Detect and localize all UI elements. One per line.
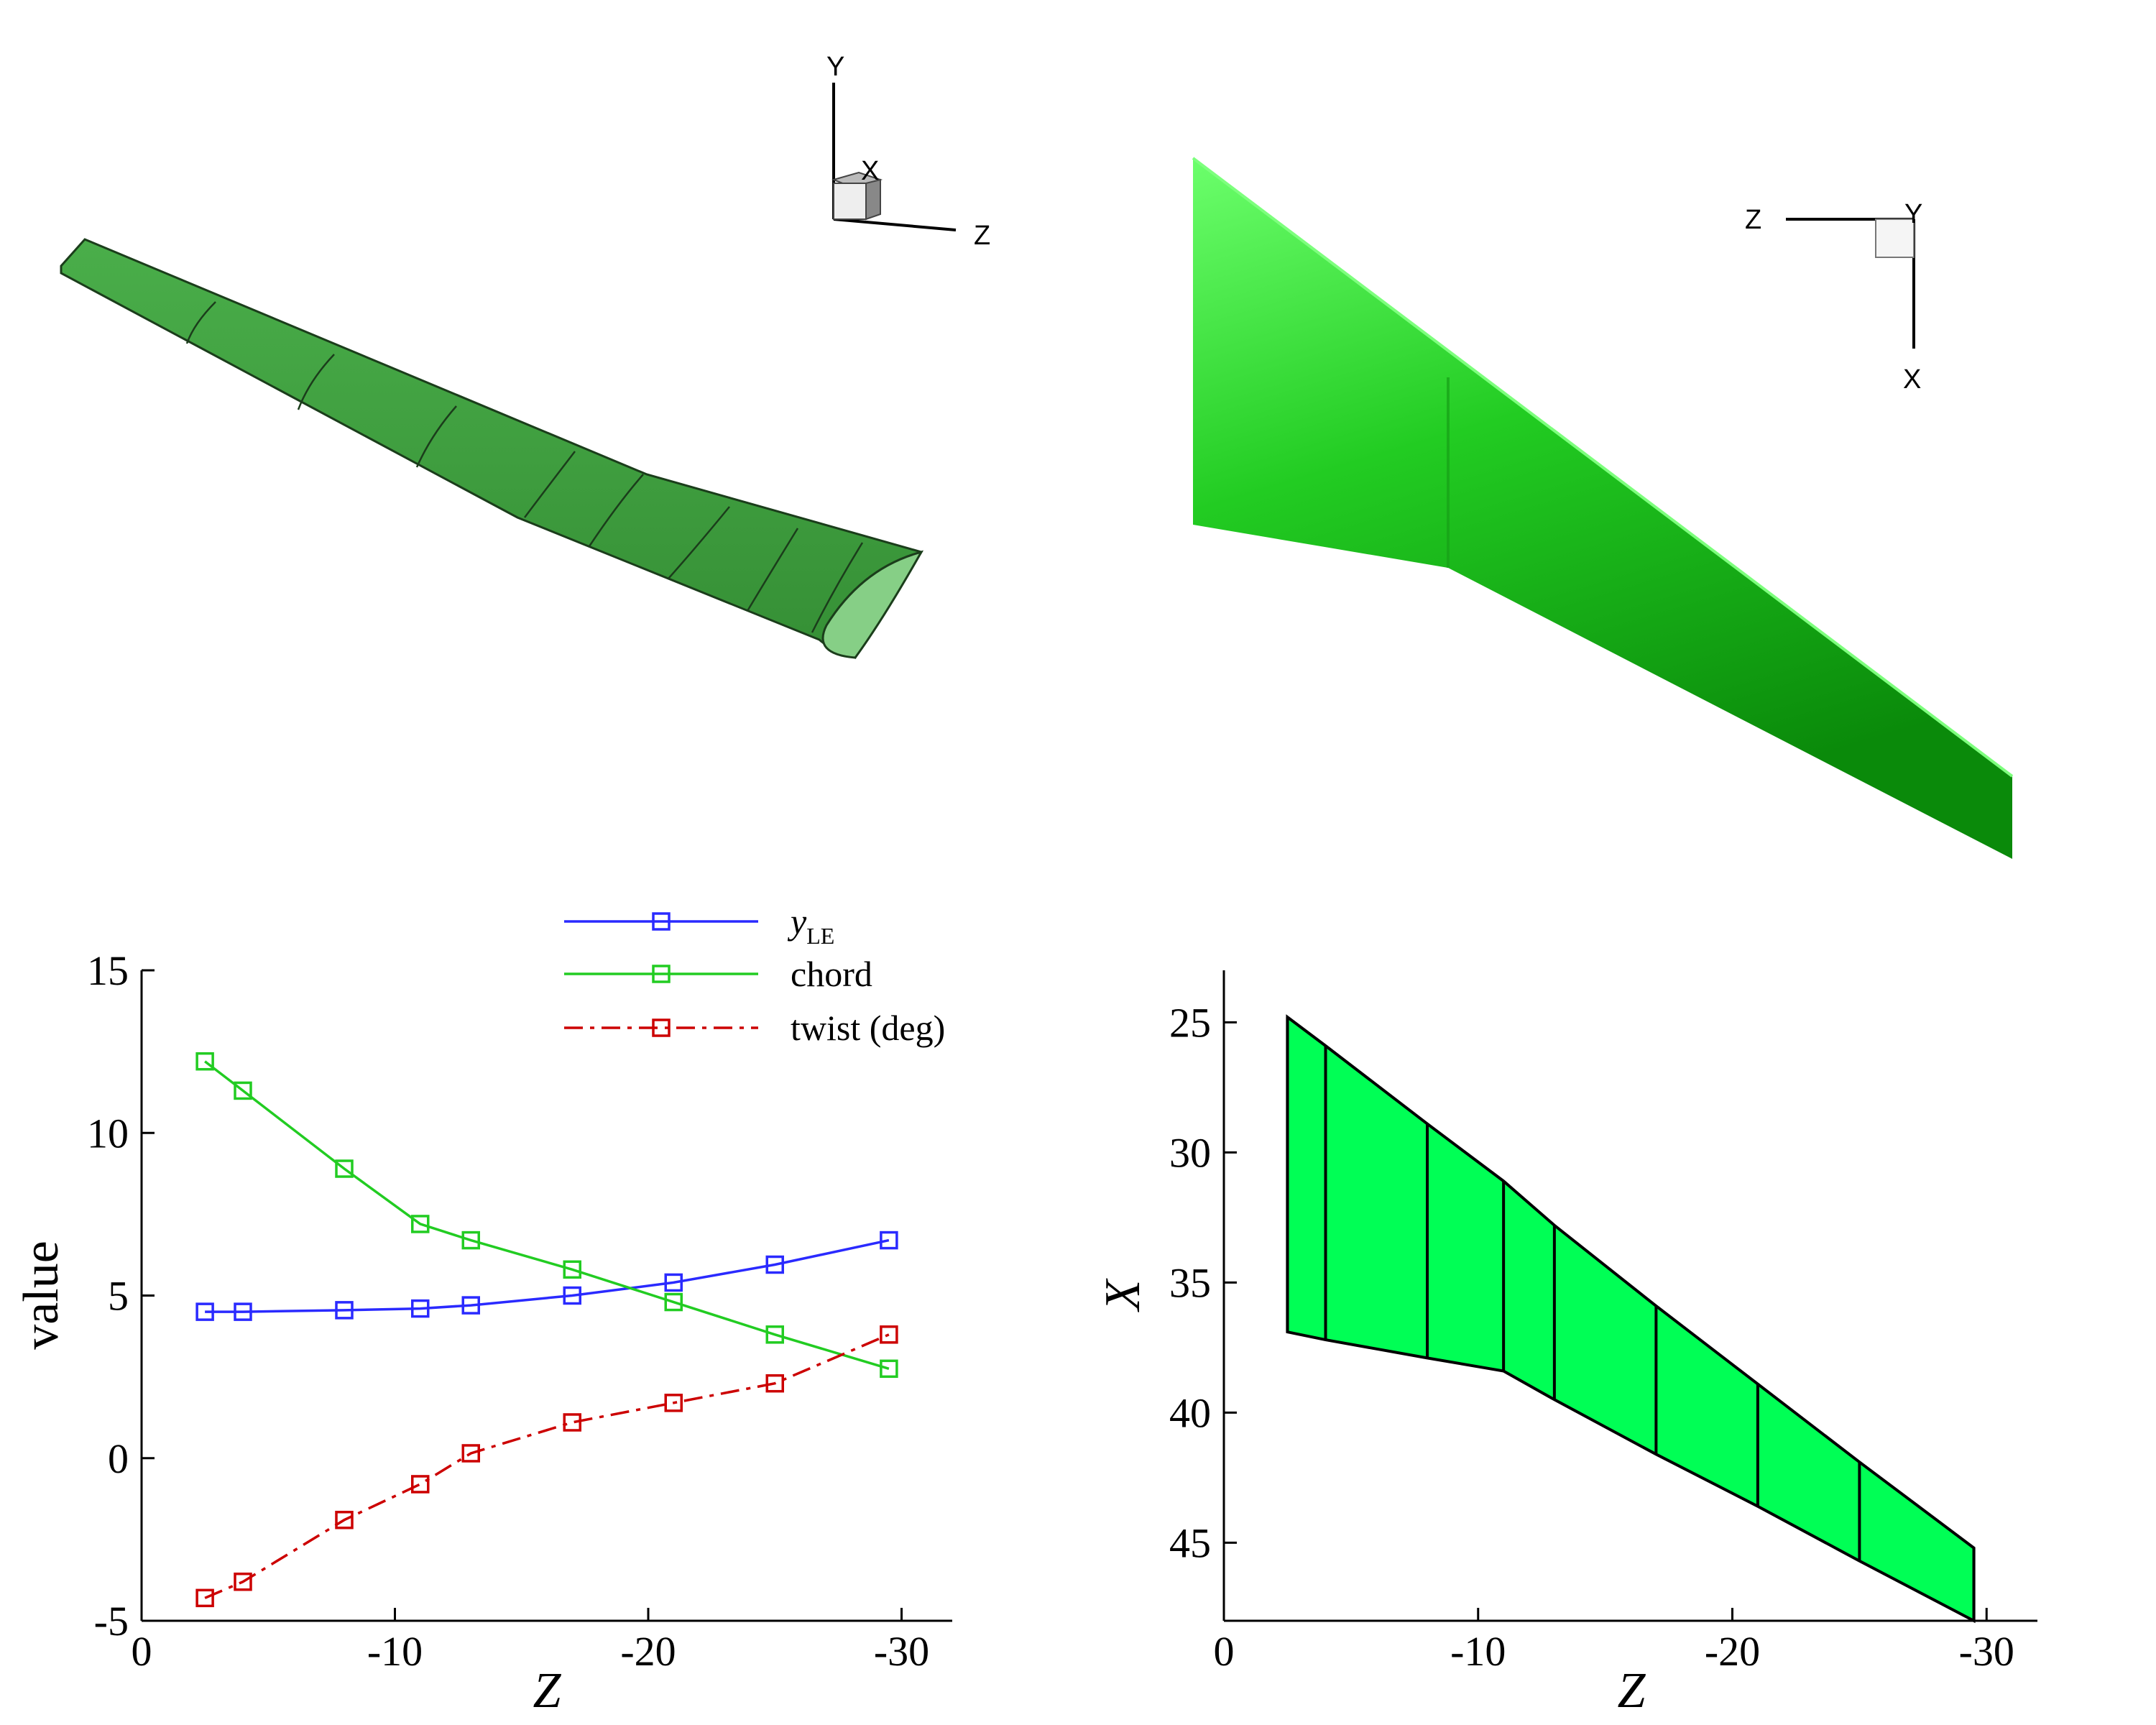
y-tick-label: 5: [108, 1273, 129, 1320]
data-point: [234, 1572, 252, 1591]
data-point: [880, 1325, 898, 1344]
y-tick-label: 35: [1169, 1259, 1211, 1306]
series-line-0: [205, 1238, 890, 1313]
x-tick-label: -20: [620, 1628, 676, 1675]
triad-x-label: X: [1903, 364, 1921, 395]
legend-label: twist (deg): [791, 1008, 945, 1048]
x-tick-label: -10: [1450, 1628, 1506, 1675]
y-tick-label: 30: [1169, 1129, 1211, 1176]
data-point: [664, 1394, 683, 1412]
data-point: [411, 1475, 430, 1494]
data-point: [461, 1230, 480, 1250]
triad-y-label: Y: [826, 52, 844, 82]
data-point: [195, 1588, 214, 1608]
data-point: [461, 1444, 480, 1463]
legend-label-main: y: [787, 901, 807, 942]
data-point: [234, 1302, 252, 1321]
x-tick-label: -20: [1705, 1628, 1760, 1675]
axes-frame: [1222, 970, 2037, 1622]
legend: yLE chord twist (deg): [564, 901, 945, 1048]
legend-marker: [652, 912, 671, 931]
y-tick-label: 0: [108, 1435, 129, 1482]
data-point: [765, 1255, 784, 1274]
x-tick-label: 0: [1214, 1628, 1235, 1675]
data-point: [563, 1413, 581, 1432]
blade-section-lines: [185, 301, 864, 633]
data-point: [765, 1325, 784, 1344]
triad-x-label: X: [861, 156, 879, 186]
y-tick-label: 10: [87, 1110, 129, 1156]
perspective-triad: Y X Z: [826, 52, 990, 251]
planform-chart: 0 -10 -20 -30 25 30 35 40 45 Z X: [1095, 970, 2037, 1719]
x-tick-label: -30: [874, 1628, 929, 1675]
legend-label: chord: [791, 954, 872, 994]
data-point: [411, 1215, 430, 1233]
data-point: [664, 1273, 683, 1292]
data-point: [461, 1296, 480, 1315]
x-tick-label: -30: [1959, 1628, 2014, 1675]
y-tick-label: 25: [1169, 999, 1211, 1046]
data-point: [880, 1359, 898, 1379]
triad-z-label: Z: [974, 221, 990, 251]
y-axis-title: value: [14, 1241, 69, 1350]
legend-label-subscript: LE: [806, 923, 834, 949]
data-point: [880, 1230, 898, 1250]
series-line-1: [204, 1060, 890, 1370]
legend-label: yLE: [787, 901, 834, 949]
planform-layer: [1286, 1014, 1976, 1624]
x-tick-label: 0: [132, 1628, 152, 1675]
x-axis-title: Z: [533, 1663, 562, 1719]
top-view: Z Y X: [1192, 157, 2014, 859]
triad-z-label: Z: [1745, 205, 1761, 235]
legend-marker: [652, 965, 671, 983]
tick-layer: 0 -10 -20 -30 25 30 35 40 45: [1169, 999, 2014, 1675]
x-tick-label: -10: [367, 1628, 423, 1675]
data-point: [195, 1052, 214, 1071]
data-point: [335, 1510, 354, 1530]
blade-tip-face: [821, 550, 924, 659]
series-line-2: [204, 1333, 890, 1599]
x-axis-title: Z: [1618, 1663, 1646, 1719]
y-tick-label: 40: [1169, 1389, 1211, 1436]
wing-surface: [1193, 158, 2012, 859]
y-tick-label: 45: [1169, 1519, 1211, 1566]
axes-frame: [140, 970, 952, 1622]
data-point: [563, 1286, 581, 1305]
data-point: [411, 1299, 430, 1318]
data-point: [335, 1159, 354, 1178]
data-point: [563, 1260, 581, 1279]
data-point: [765, 1374, 784, 1393]
top-triad: Z Y X: [1745, 199, 1922, 395]
y-tick-label: 15: [87, 947, 129, 994]
legend-marker: [652, 1018, 671, 1037]
triad-y-label: Y: [1904, 199, 1922, 229]
y-axis-title: X: [1095, 1277, 1151, 1312]
y-tick-label: -5: [94, 1598, 129, 1644]
data-point: [195, 1302, 214, 1321]
data-point: [234, 1081, 252, 1100]
data-point: [335, 1301, 354, 1320]
chart-series-layer: [195, 1052, 898, 1608]
data-point: [664, 1292, 683, 1312]
blade-surface: [60, 238, 923, 659]
perspective-view: Y X Z: [60, 52, 990, 659]
planform-area: [1286, 1014, 1976, 1624]
